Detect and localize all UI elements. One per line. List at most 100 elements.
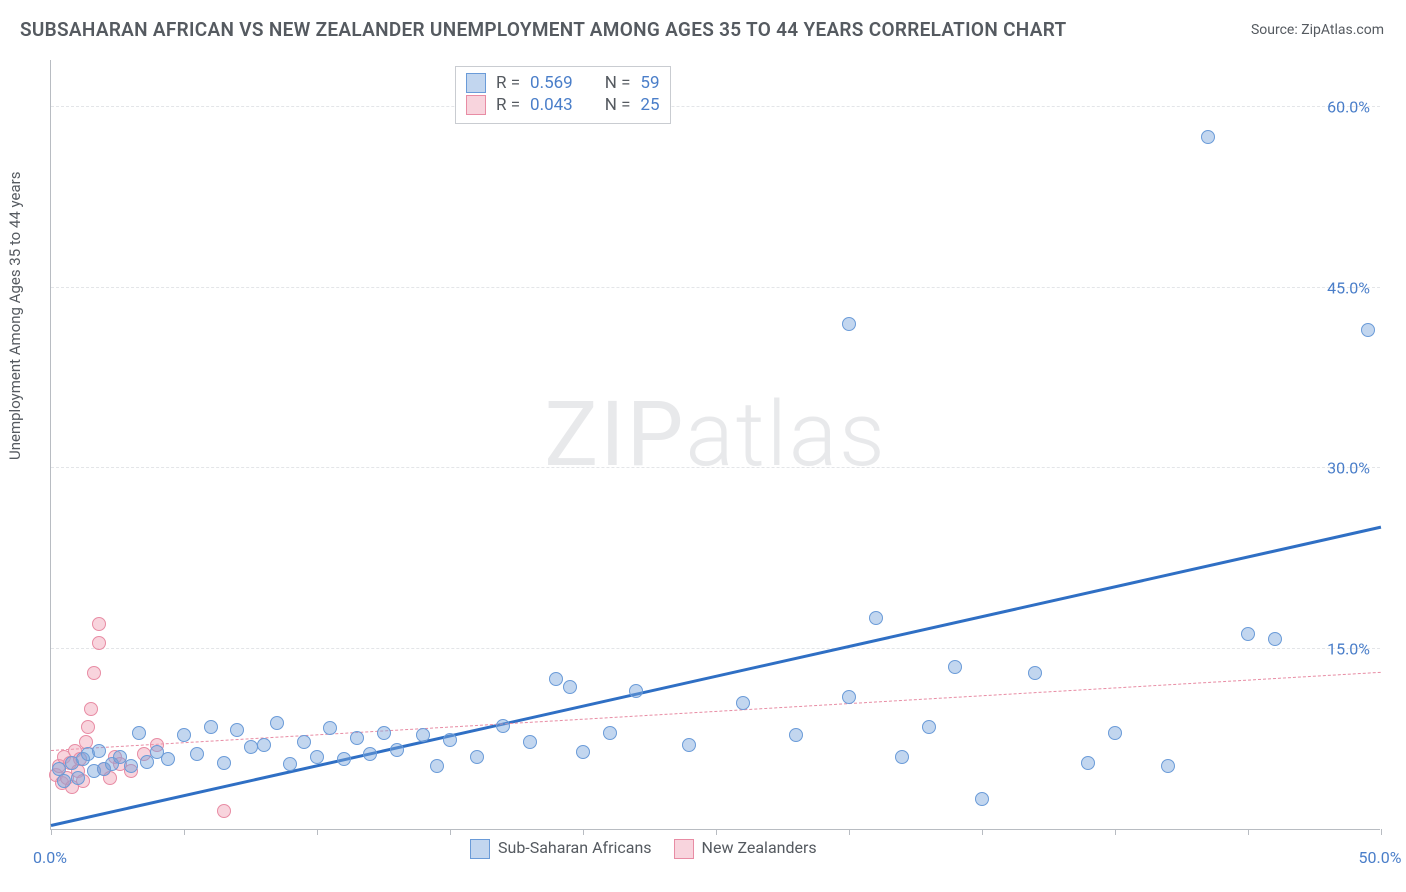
source-prefix: Source: (1251, 22, 1301, 38)
y-axis-label: Unemployment Among Ages 35 to 44 years (6, 172, 24, 460)
y-tick-label: 45.0% (1327, 278, 1370, 297)
data-point-subsaharan (842, 690, 856, 704)
data-point-subsaharan (230, 723, 244, 737)
data-point-subsaharan (922, 720, 936, 734)
data-point-subsaharan (363, 747, 377, 761)
x-tick (51, 829, 52, 835)
data-point-subsaharan (1161, 759, 1175, 773)
watermark-thin: atlas (685, 382, 886, 487)
data-point-subsaharan (842, 317, 856, 331)
data-point-newzealander (87, 666, 101, 680)
data-point-subsaharan (975, 792, 989, 806)
data-point-subsaharan (948, 660, 962, 674)
data-point-subsaharan (563, 680, 577, 694)
data-point-subsaharan (549, 672, 563, 686)
source-link[interactable]: ZipAtlas.com (1301, 22, 1384, 38)
x-tick-label: 50.0% (1359, 848, 1402, 867)
x-tick (184, 829, 185, 835)
data-point-subsaharan (603, 726, 617, 740)
y-tick-label: 15.0% (1327, 639, 1370, 658)
legend-swatch-subsaharan (470, 839, 490, 859)
data-point-subsaharan (390, 743, 404, 757)
legend-swatch-subsaharan (466, 73, 486, 93)
x-tick (982, 829, 983, 835)
gridline (51, 648, 1380, 649)
gridline (51, 287, 1380, 288)
r-label: R = (496, 73, 520, 93)
gridline (51, 467, 1380, 468)
r-value-2: 0.043 (530, 95, 573, 115)
data-point-subsaharan (1268, 632, 1282, 646)
trend-line-newzealander (51, 672, 1381, 751)
n-value-2: 25 (640, 95, 659, 115)
data-point-subsaharan (132, 726, 146, 740)
data-point-subsaharan (576, 745, 590, 759)
data-point-subsaharan (190, 747, 204, 761)
data-point-subsaharan (629, 684, 643, 698)
watermark-bold: ZIP (544, 382, 685, 487)
gridline (51, 106, 1380, 107)
data-point-subsaharan (470, 750, 484, 764)
x-tick (849, 829, 850, 835)
chart-title: SUBSAHARAN AFRICAN VS NEW ZEALANDER UNEM… (20, 18, 1066, 41)
legend-swatch-newzealander (466, 95, 486, 115)
n-value-1: 59 (640, 73, 659, 93)
x-tick-label: 0.0% (33, 848, 67, 867)
data-point-subsaharan (257, 738, 271, 752)
data-point-subsaharan (204, 720, 218, 734)
legend-item-newzealander: New Zealanders (674, 838, 817, 859)
x-tick (1248, 829, 1249, 835)
source-attribution: Source: ZipAtlas.com (1251, 22, 1384, 38)
data-point-subsaharan (416, 728, 430, 742)
data-point-newzealander (84, 702, 98, 716)
trend-line-subsaharan (51, 525, 1382, 826)
data-point-subsaharan (496, 719, 510, 733)
x-tick (716, 829, 717, 835)
data-point-subsaharan (92, 744, 106, 758)
data-point-newzealander (92, 617, 106, 631)
legend-series-box: Sub-Saharan Africans New Zealanders (470, 838, 817, 859)
data-point-subsaharan (283, 757, 297, 771)
data-point-subsaharan (270, 716, 284, 730)
r-value-1: 0.569 (530, 73, 573, 93)
r-label: R = (496, 95, 520, 115)
data-point-subsaharan (71, 771, 85, 785)
data-point-newzealander (217, 804, 231, 818)
data-point-subsaharan (895, 750, 909, 764)
data-point-subsaharan (736, 696, 750, 710)
n-label: N = (605, 73, 631, 93)
data-point-subsaharan (244, 740, 258, 754)
data-point-subsaharan (1108, 726, 1122, 740)
x-tick (1381, 829, 1382, 835)
data-point-subsaharan (682, 738, 696, 752)
scatter-plot-area: ZIPatlas 15.0% 30.0% 45.0% 60.0% (50, 60, 1380, 830)
x-tick (317, 829, 318, 835)
data-point-subsaharan (350, 731, 364, 745)
legend-item-subsaharan: Sub-Saharan Africans (470, 838, 652, 859)
data-point-subsaharan (161, 752, 175, 766)
data-point-subsaharan (789, 728, 803, 742)
data-point-subsaharan (443, 733, 457, 747)
data-point-subsaharan (57, 774, 71, 788)
data-point-subsaharan (1081, 756, 1095, 770)
data-point-subsaharan (377, 726, 391, 740)
data-point-subsaharan (869, 611, 883, 625)
data-point-newzealander (81, 720, 95, 734)
data-point-subsaharan (1241, 627, 1255, 641)
watermark: ZIPatlas (544, 382, 886, 487)
data-point-subsaharan (310, 750, 324, 764)
data-point-subsaharan (297, 735, 311, 749)
n-label: N = (605, 95, 631, 115)
data-point-subsaharan (337, 752, 351, 766)
x-tick (1115, 829, 1116, 835)
x-tick (450, 829, 451, 835)
data-point-subsaharan (1201, 130, 1215, 144)
data-point-subsaharan (177, 728, 191, 742)
y-tick-label: 60.0% (1327, 98, 1370, 117)
y-tick-label: 30.0% (1327, 459, 1370, 478)
data-point-subsaharan (124, 759, 138, 773)
data-point-subsaharan (1361, 323, 1375, 337)
legend-stats-row-2: R = 0.043 N = 25 (466, 95, 660, 115)
data-point-subsaharan (217, 756, 231, 770)
data-point-subsaharan (1028, 666, 1042, 680)
